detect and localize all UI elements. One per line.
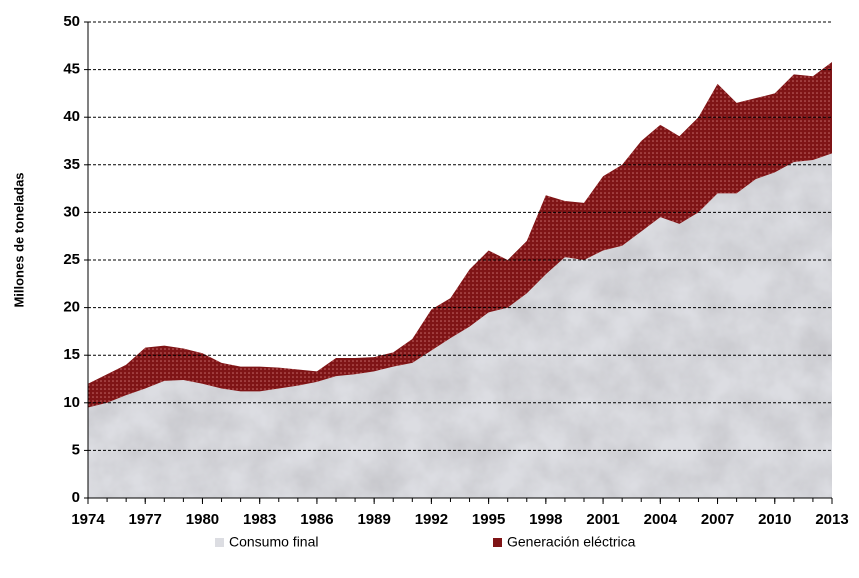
legend-swatch (493, 538, 502, 547)
y-tick-label: 40 (63, 108, 80, 125)
x-tick-label: 1995 (472, 511, 505, 528)
x-tick-label: 1974 (71, 511, 105, 528)
x-tick-label: 1989 (357, 511, 390, 528)
legend-label: Generación eléctrica (507, 534, 636, 550)
legend-label: Consumo final (229, 534, 319, 550)
x-tick-label: 1992 (415, 511, 448, 528)
x-tick-label: 2004 (644, 511, 678, 528)
y-tick-label: 20 (63, 299, 80, 316)
y-tick-label: 10 (63, 394, 80, 411)
x-tick-label: 1986 (300, 511, 333, 528)
x-tick-label: 2013 (815, 511, 848, 528)
y-axis-label: Millones de toneladas (11, 172, 26, 307)
x-tick-label: 1977 (129, 511, 162, 528)
x-tick-label: 2010 (758, 511, 791, 528)
y-tick-label: 0 (72, 489, 80, 506)
y-tick-label: 25 (63, 251, 80, 268)
y-tick-label: 45 (63, 61, 80, 78)
legend-swatch (215, 538, 224, 547)
x-tick-label: 2007 (701, 511, 734, 528)
y-tick-label: 50 (63, 13, 80, 30)
x-tick-label: 1998 (529, 511, 562, 528)
area-texture (88, 153, 832, 498)
y-tick-label: 15 (63, 346, 80, 363)
y-tick-label: 30 (63, 203, 80, 220)
area-texture (88, 61, 832, 408)
x-tick-label: 1983 (243, 511, 276, 528)
x-tick-label: 1980 (186, 511, 219, 528)
x-tick-label: 2001 (586, 511, 619, 528)
y-tick-label: 35 (63, 156, 80, 173)
y-tick-label: 5 (72, 441, 80, 458)
